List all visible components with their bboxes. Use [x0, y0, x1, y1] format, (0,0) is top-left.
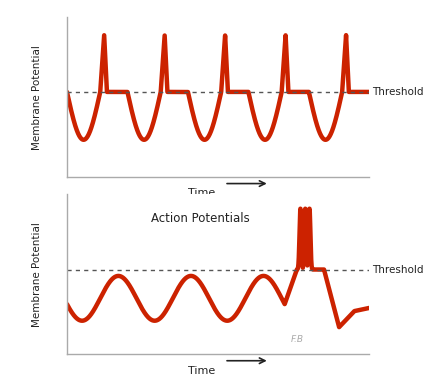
Text: Membrane Potential: Membrane Potential — [32, 45, 42, 150]
Text: Time: Time — [188, 188, 222, 199]
Text: Threshold: Threshold — [372, 264, 424, 275]
Text: Pacemaker Potentials: Pacemaker Potentials — [151, 204, 285, 218]
Text: Membrane Potential: Membrane Potential — [32, 222, 42, 327]
Text: Action Potentials: Action Potentials — [151, 212, 249, 225]
Text: Threshold: Threshold — [372, 87, 424, 97]
Text: F.B: F.B — [290, 335, 303, 344]
Text: Time: Time — [188, 365, 222, 376]
